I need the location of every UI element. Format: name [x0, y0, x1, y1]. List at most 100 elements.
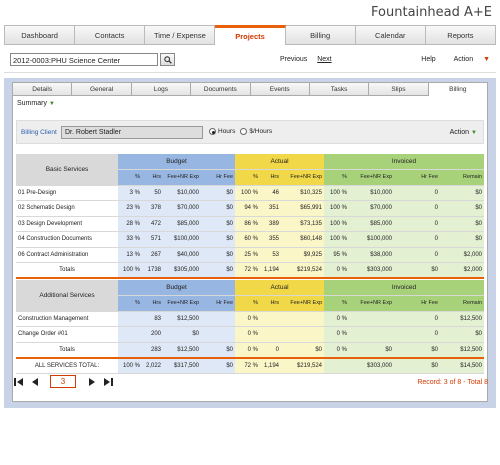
project-tabs: Details General Logs Documents Events Ta… [12, 82, 488, 96]
cell: 1,194 [260, 262, 281, 279]
col-header: % [235, 169, 260, 186]
cell: $0 [440, 326, 484, 343]
cell: 0 [394, 326, 440, 343]
billing-action-menu[interactable]: Action ▼ [450, 129, 477, 136]
col-header: Hrs [260, 169, 281, 186]
nav-reports[interactable]: Reports [425, 25, 496, 45]
cell: $0 [201, 200, 235, 217]
col-header: Fee+NR Exp [349, 295, 394, 312]
nav-time-expense[interactable]: Time / Expense [145, 25, 216, 45]
row-label: Totals [16, 262, 118, 279]
last-page-icon[interactable] [102, 377, 114, 387]
project-search-button[interactable] [160, 53, 175, 66]
help-link[interactable]: Help [421, 56, 436, 63]
cell: 351 [260, 200, 281, 217]
cell: 23 % [118, 200, 142, 217]
record-nav: Previous Next [280, 56, 340, 63]
table-row: 03 Design Development 28 % 472 $85,000 $0 86 … [16, 216, 484, 232]
prev-page-icon[interactable] [30, 377, 42, 387]
dollars-label: $/Hours [249, 128, 273, 135]
billing-client-label: Billing Client [21, 129, 57, 136]
pager-controls: 3 [14, 375, 114, 388]
cell [324, 357, 349, 374]
page-number-input[interactable]: 3 [50, 375, 76, 388]
first-page-icon[interactable] [14, 377, 26, 387]
nav-billing[interactable]: Billing [285, 25, 356, 45]
cell [349, 326, 394, 343]
cell: 46 [260, 185, 281, 201]
billing-client-field[interactable]: Dr. Robert Stadler [61, 126, 203, 139]
cell: $12,500 [440, 341, 484, 359]
col-header: % [324, 169, 349, 186]
caret-down-icon: ▼ [483, 56, 490, 63]
cell: 100 % [235, 185, 260, 201]
cell: $10,000 [349, 185, 394, 201]
cell: 267 [142, 247, 163, 263]
cell: $0 [394, 262, 440, 279]
cell: $40,000 [163, 247, 201, 263]
app-title: Fountainhead A+E [371, 5, 492, 20]
cell: $0 [440, 216, 484, 232]
cell: $303,000 [349, 357, 394, 374]
tab-slips[interactable]: Slips [369, 82, 429, 96]
nav-contacts[interactable]: Contacts [75, 25, 146, 45]
col-header: Hr Fee [394, 295, 440, 312]
dollars-radio[interactable] [240, 128, 248, 135]
cell: 60 % [235, 231, 260, 248]
cell: $100,000 [349, 231, 394, 248]
tab-billing[interactable]: Billing [428, 82, 488, 96]
cell: 0 % [235, 341, 260, 359]
tab-events[interactable]: Events [250, 82, 310, 96]
tab-general[interactable]: General [72, 82, 132, 96]
actual-header: Actual [235, 154, 324, 170]
col-header: Fee+NR Exp [163, 169, 201, 186]
invoiced-header: Invoiced [324, 280, 484, 296]
cell [118, 311, 142, 327]
cell: $60,148 [281, 231, 324, 248]
caret-down-icon: ▼ [471, 130, 477, 136]
cell: 0 [394, 216, 440, 232]
cell: $0 [281, 341, 324, 359]
tab-logs[interactable]: Logs [131, 82, 192, 96]
tab-details[interactable]: Details [12, 82, 73, 96]
tab-tasks[interactable]: Tasks [309, 82, 370, 96]
next-link[interactable]: Next [317, 56, 332, 63]
cell: 0 [260, 341, 281, 359]
action-label: Action [449, 129, 470, 136]
nav-calendar[interactable]: Calendar [355, 25, 426, 45]
row-label: Change Order #01 [16, 326, 118, 343]
nav-dashboard[interactable]: Dashboard [4, 25, 76, 45]
cell: $0 [201, 231, 235, 248]
cell: $2,000 [440, 247, 484, 263]
cell: 2,022 [142, 357, 163, 374]
nav-projects[interactable]: Projects [215, 25, 286, 45]
next-page-icon[interactable] [86, 377, 98, 387]
cell: 1738 [142, 262, 163, 279]
cell: 283 [142, 341, 163, 359]
cell: 3 % [118, 185, 142, 201]
hours-radio[interactable] [209, 128, 216, 135]
cell: 50 [142, 185, 163, 201]
billing-panel: Summary ▼ Billing Client Dr. Robert Stad… [12, 96, 488, 402]
cell: $0 [440, 231, 484, 248]
col-header: Hr Fee [201, 169, 235, 186]
basic-services-table: Basic Services Budget Actual Invoiced % … [16, 154, 484, 279]
project-select[interactable]: 2012-0003:PHU Science Center [10, 53, 158, 66]
cell [281, 326, 324, 343]
table-row: 04 Construction Documents 33 % 571 $100,000… [16, 231, 484, 248]
row-label: 04 Construction Documents [16, 231, 118, 248]
action-menu[interactable]: Action ▼ [446, 56, 490, 63]
cell: 0 [394, 231, 440, 248]
bottom-pager: 3 Record: 3 of 8 - Total 8 [4, 370, 496, 394]
cell: 95 % [324, 247, 349, 263]
table-row: 02 Schematic Design 23 % 378 $70,000 $0 94 % 3… [16, 200, 484, 217]
previous-link[interactable]: Previous [280, 56, 308, 63]
cell [118, 341, 142, 359]
cell: 389 [260, 216, 281, 232]
totals-row: Totals 100 % 1738 $305,000 $0 72 % 1,194 $219,5… [16, 262, 484, 279]
summary-toggle[interactable]: Summary ▼ [17, 100, 55, 107]
tab-documents[interactable]: Documents [191, 82, 251, 96]
billing-client-bar: Billing Client Dr. Robert Stadler Hours … [16, 120, 484, 144]
additional-services-table: Additional Services Budget Actual Invoic… [16, 280, 484, 374]
cell: $0 [394, 357, 440, 374]
